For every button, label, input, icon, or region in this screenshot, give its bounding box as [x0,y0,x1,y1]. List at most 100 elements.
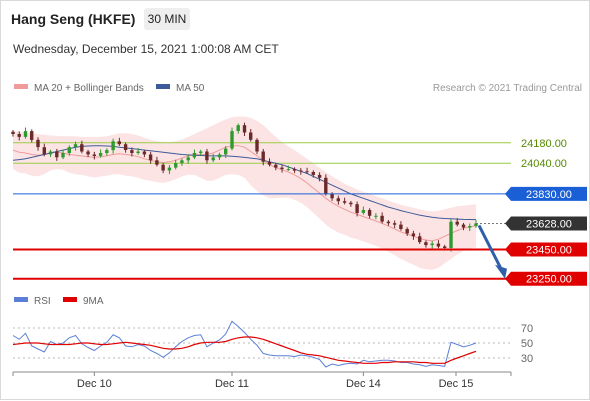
price-levels: 24180.00 24040.00 23830.00 23628.00 23450.00… [13,138,587,286]
ma20-line [12,145,477,242]
candle-body [430,243,434,246]
level-label-24040.00: 24040.00 [521,158,567,170]
candle-body [311,172,315,175]
candle-body [73,144,78,148]
candle-body [92,154,96,156]
candle-body [286,169,290,171]
time-axis: Dec 10 Dec 11 Dec 14 Dec 15 [12,371,512,390]
candle-body [386,221,391,224]
candle-body [392,223,397,225]
candle-body [36,139,40,148]
candle-body [136,151,140,153]
candle-body [324,177,328,194]
candle-body [361,210,366,213]
candle-body [42,147,46,155]
price-panel [11,116,511,270]
candle-body [474,223,478,226]
candle-body [355,204,359,213]
candle-body [374,215,378,217]
ma50-legend-label: MA 50 [176,83,205,94]
level-label-23830.00: 23830.00 [526,189,572,201]
ma20-legend-swatch [14,84,28,89]
candle-body [55,151,59,158]
rsi-ma9-line [12,336,477,364]
rsi-legend-swatch [14,297,28,302]
pivot-tag-23830.00 [505,186,587,201]
candle-body [130,150,134,153]
candle-body [292,169,297,171]
level-label-23250.00: 23250.00 [526,274,572,286]
candle-body [80,144,84,152]
candle-body [48,151,53,155]
candle-body [336,198,340,202]
rsi-legend-label: RSI [34,296,51,307]
candle-body [305,171,309,173]
rsi-panel: 70 50 30 [12,320,533,368]
last-tag-23628.00 [505,216,587,231]
ma50-line [12,145,477,221]
support-tag-23250.00 [505,271,587,286]
candle-body [142,151,147,155]
candle-body [236,125,240,131]
level-label-23450.00: 23450.00 [526,244,572,256]
candle-body [98,153,103,156]
candle-body [274,164,278,168]
candle-body [443,246,447,248]
candle-body [349,202,353,205]
candle-body [330,193,334,199]
candle-body [192,153,197,158]
candle-body [436,243,441,247]
candle-body [242,125,247,133]
candle-body [174,163,178,168]
rsi-tick-30: 30 [521,353,533,365]
ma9-legend-swatch [63,297,77,302]
rsi-legend: RSI 9MA [14,296,104,307]
forecast-arrow-shaft [477,224,503,270]
ma50-legend-swatch [156,84,170,89]
candle-body [267,161,272,165]
candle-body [217,154,222,158]
candle-body [380,215,384,222]
support-tag-23450.00 [505,242,587,257]
candle-body [342,201,347,203]
candle-body [167,167,172,171]
candle-body [123,144,128,150]
rsi-tick-70: 70 [521,323,533,335]
candle-body [155,160,159,165]
x-tick-dec-14: Dec 14 [346,378,381,390]
ma9-legend-label: 9MA [83,296,104,307]
candle-body [367,210,372,216]
timeframe-badge[interactable]: 30 MIN [144,8,190,30]
candle-body [280,167,284,170]
candle-body [105,150,109,153]
candle-body [180,160,184,164]
candle-body [117,141,121,145]
x-tick-dec-10: Dec 10 [77,378,112,390]
forecast-arrow-head [495,264,507,279]
candle-body [61,153,65,158]
candle-body [299,170,303,172]
candle-body [411,233,416,237]
x-tick-dec-15: Dec 15 [439,378,474,390]
bollinger-band-area [13,116,476,270]
candle-body [230,131,234,149]
x-tick-dec-11: Dec 11 [215,378,249,390]
main-legend: MA 20 + Bollinger Bands MA 50 Research ©… [14,83,582,94]
candle-body [399,224,403,229]
candle-body [455,221,459,225]
candle-body [11,131,15,134]
level-label-23628.00: 23628.00 [526,218,572,230]
candle-body [205,151,209,161]
instrument-title: Hang Seng (HKFE) [11,11,136,27]
candle-body [211,157,215,161]
candle-body [261,151,265,162]
candle-body [249,132,253,140]
candle-body [224,148,228,155]
candle-body [468,226,472,228]
candle-body [405,229,409,234]
ma20-legend-label: MA 20 + Bollinger Bands [34,83,144,94]
candle-body [424,242,428,246]
candle-body [30,131,34,140]
